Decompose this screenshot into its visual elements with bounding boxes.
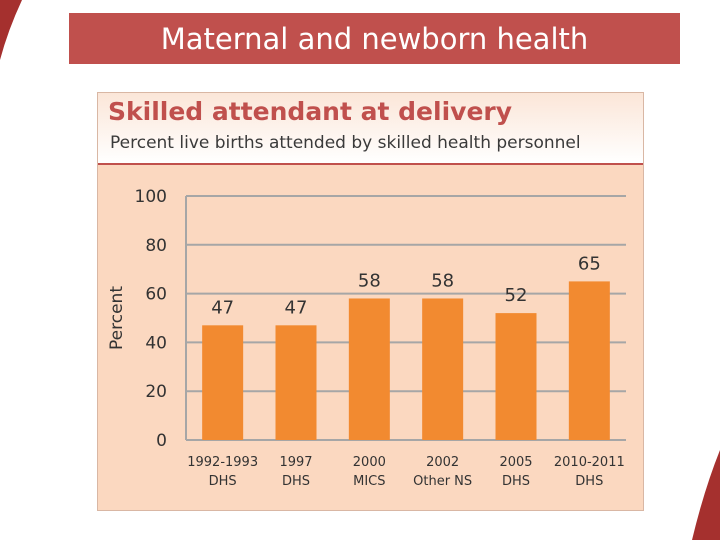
data-label: 47 (285, 297, 308, 318)
x-tick-label-sub: DHS (575, 474, 603, 489)
bar (348, 298, 390, 440)
x-tick-label: 2002 (426, 455, 459, 470)
x-tick-label-sub: Other NS (413, 474, 472, 489)
corner-decoration-bottom-right (692, 450, 720, 540)
chart-header: Skilled attendant at delivery Percent li… (98, 93, 643, 165)
y-tick-label: 80 (145, 236, 167, 256)
bar (422, 298, 464, 440)
x-tick-label: 2010-2011 (554, 455, 625, 470)
x-tick-label: 1992-1993 (187, 455, 258, 470)
chart-title: Skilled attendant at delivery (108, 97, 513, 126)
bar (275, 325, 317, 440)
data-label: 52 (505, 285, 528, 306)
y-tick-label: 40 (145, 333, 167, 353)
bar (495, 313, 537, 440)
x-tick-label: 1997 (279, 455, 312, 470)
x-tick-label: 2000 (353, 455, 386, 470)
x-tick-label-sub: DHS (502, 474, 530, 489)
x-tick-label: 2005 (499, 455, 532, 470)
bar (568, 281, 610, 440)
data-label: 58 (431, 270, 454, 291)
slide-title-banner: Maternal and newborn health (69, 13, 680, 64)
y-tick-label: 60 (145, 285, 167, 305)
y-axis-label: Percent (107, 286, 127, 350)
bar (202, 325, 244, 440)
data-label: 58 (358, 270, 381, 291)
x-tick-label-sub: DHS (209, 474, 237, 489)
y-tick-label: 20 (145, 382, 167, 402)
corner-decoration-top-left (0, 0, 22, 60)
data-label: 47 (211, 297, 234, 318)
x-tick-label-sub: DHS (282, 474, 310, 489)
chart-subtitle: Percent live births attended by skilled … (110, 133, 581, 153)
y-tick-label: 0 (156, 431, 167, 451)
y-tick-label: 100 (135, 187, 167, 207)
slide-title: Maternal and newborn health (160, 21, 589, 56)
x-tick-label-sub: MICS (353, 474, 385, 489)
data-label: 65 (578, 253, 601, 274)
